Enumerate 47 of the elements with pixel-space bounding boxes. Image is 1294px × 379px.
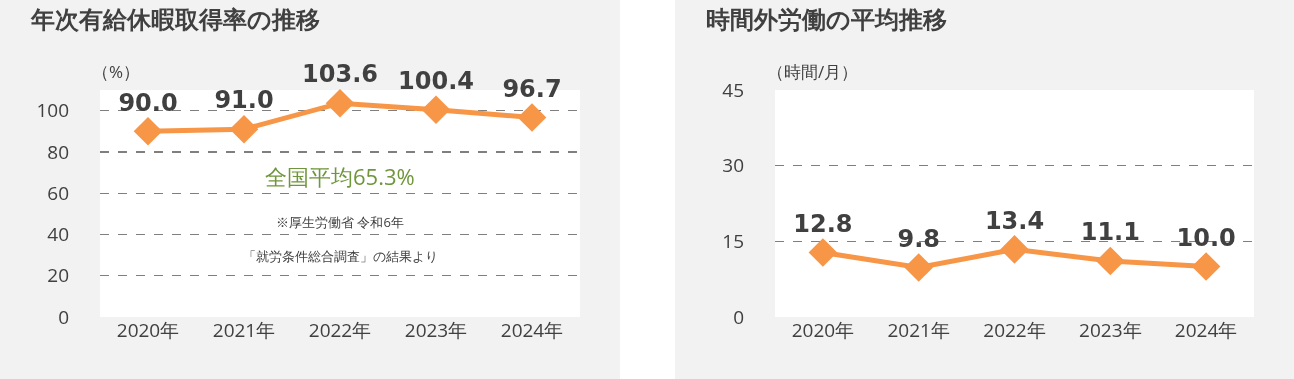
annotation: 「就労条件総合調査」の結果より (243, 247, 438, 265)
y-tick-label: 0 (733, 303, 744, 330)
x-tick-label: 2023年 (404, 317, 468, 343)
y-tick-label: 40 (47, 221, 69, 248)
y-axis-title: （%） (92, 60, 141, 83)
point (1096, 246, 1125, 276)
annotation: ※厚生労働省 令和6年 (276, 213, 404, 231)
y-tick-label: 20 (47, 262, 69, 289)
point (1191, 252, 1221, 281)
annotation: 全国平均65.3% (265, 161, 415, 191)
y-tick-label: 30 (722, 152, 744, 179)
point (421, 95, 451, 125)
point (229, 114, 259, 144)
y-tick-label: 60 (47, 179, 69, 206)
x-tick-label: 2024年 (1174, 317, 1238, 343)
point (1000, 235, 1029, 264)
x-tick-label: 2022年 (983, 317, 1046, 343)
x-tick-label: 2021年 (212, 317, 276, 343)
text: 103.6 (302, 60, 378, 89)
x-tick-label: 2020年 (116, 317, 180, 343)
y-axis-title: （時間/月） (767, 60, 859, 83)
y-tick-label: 0 (58, 303, 69, 330)
text: 13.4 (984, 206, 1045, 235)
text: 11.1 (1080, 218, 1140, 247)
y-tick-label: 15 (722, 227, 744, 254)
x-tick-label: 2022年 (308, 317, 372, 343)
x-tick-label: 2021年 (887, 317, 950, 343)
point (325, 88, 355, 118)
point (808, 238, 838, 267)
point (904, 253, 933, 282)
chart-title: 年次有給休暇取得率の推移 (30, 2, 320, 36)
x-tick-label: 2024年 (500, 317, 564, 343)
text: 100.4 (398, 67, 474, 96)
x-tick-label: 2023年 (1079, 317, 1142, 343)
y-tick-label: 45 (722, 76, 744, 103)
text: 12.8 (793, 209, 853, 238)
y-tick-label: 100 (36, 97, 69, 124)
text: 96.7 (502, 74, 562, 103)
chart-title: 時間外労働の平均推移 (705, 2, 947, 36)
text: 91.0 (214, 86, 274, 115)
text: 10.0 (1176, 223, 1236, 252)
y-tick-label: 80 (47, 138, 69, 165)
point (517, 103, 547, 132)
text: 9.8 (897, 224, 940, 253)
x-tick-label: 2020年 (791, 317, 855, 343)
text: 90.0 (118, 88, 178, 117)
point (133, 116, 163, 146)
